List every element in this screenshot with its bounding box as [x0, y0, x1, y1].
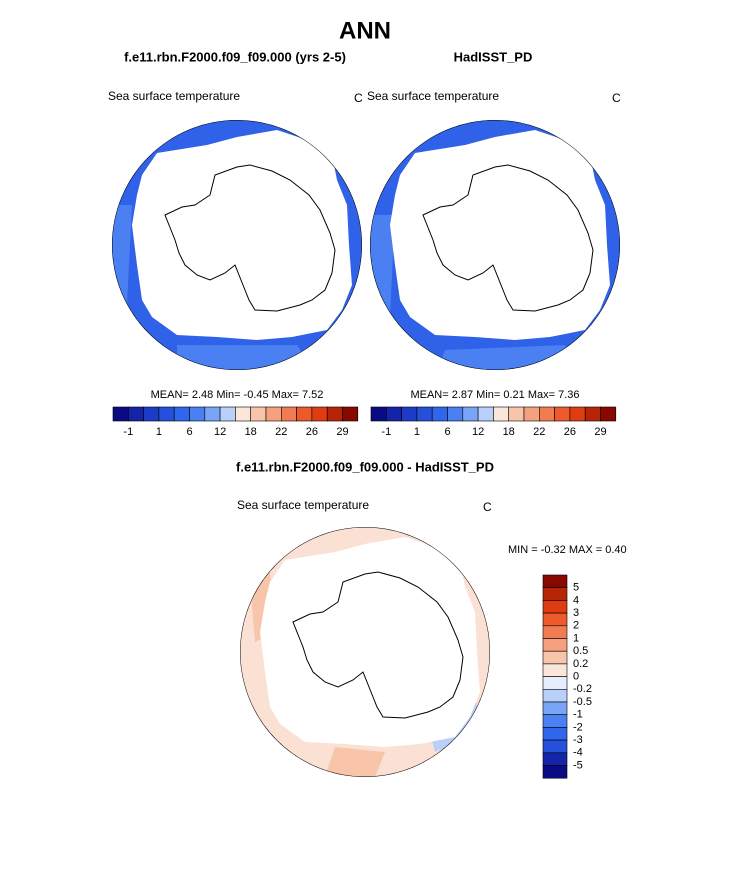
panel-header: HadISST_PD — [454, 49, 533, 64]
colorbar-box — [542, 612, 568, 627]
colorbar-box — [542, 752, 568, 766]
colorbar-box — [554, 406, 571, 422]
colorbar-label: 6 — [186, 426, 192, 438]
map — [240, 527, 490, 777]
stats: MEAN= 2.87 Min= 0.21 Max= 7.36 — [410, 389, 579, 401]
difference-header: f.e11.rbn.F2000.f09_f09.000 - HadISST_PD — [236, 459, 494, 474]
colorbar-label: 29 — [594, 426, 606, 438]
map — [112, 120, 362, 370]
colorbar-box — [204, 406, 221, 422]
colorbar-box — [431, 406, 448, 422]
colorbar-box — [311, 406, 328, 422]
stats: MEAN= 2.48 Min= -0.45 Max= 7.52 — [151, 389, 324, 401]
colorbar-label: 29 — [336, 426, 348, 438]
units: C — [354, 91, 363, 105]
colorbar-label: 22 — [533, 426, 545, 438]
colorbar-box — [462, 406, 479, 422]
colorbar-box — [416, 406, 433, 422]
colorbar-box — [265, 406, 282, 422]
colorbar-box — [235, 406, 252, 422]
colorbar-box — [542, 638, 568, 652]
colorbar-label: 0.5 — [573, 645, 588, 657]
colorbar-box — [584, 406, 601, 422]
colorbar-label: 1 — [156, 426, 162, 438]
colorbar-box — [542, 574, 568, 588]
colorbar-box — [219, 406, 236, 422]
map — [370, 120, 620, 370]
colorbar-label: -1 — [573, 709, 583, 721]
colorbar-label: 6 — [444, 426, 450, 438]
colorbar-box — [250, 406, 267, 422]
colorbar-label: -1 — [381, 426, 391, 438]
colorbar-box — [600, 406, 617, 422]
variable: Sea surface temperature — [367, 89, 499, 103]
stats: MIN = -0.32 MAX = 0.40 — [508, 544, 627, 556]
colorbar-box — [281, 406, 297, 422]
colorbar-label: 18 — [503, 426, 515, 438]
colorbar-box — [401, 406, 418, 422]
panel-header: f.e11.rbn.F2000.f09_f09.000 (yrs 2-5) — [124, 49, 346, 64]
colorbar-box — [370, 406, 387, 422]
colorbar-box — [296, 406, 313, 422]
variable: Sea surface temperature — [108, 89, 240, 103]
colorbar-box — [477, 406, 494, 422]
colorbar-box — [493, 406, 510, 422]
colorbar-label: -2 — [573, 721, 583, 733]
colorbar-box — [542, 689, 568, 703]
colorbar-box — [128, 406, 144, 422]
colorbar-box — [542, 765, 568, 779]
colorbar-box — [112, 406, 129, 422]
colorbar-box — [542, 739, 568, 754]
colorbar-box — [143, 406, 160, 422]
colorbar-label: 22 — [275, 426, 287, 438]
colorbar-box — [542, 663, 568, 677]
colorbar-label: -4 — [573, 747, 583, 759]
colorbar-box — [342, 406, 359, 422]
title: ANN — [339, 17, 391, 44]
colorbar-label: 26 — [306, 426, 318, 438]
colorbar-label: 12 — [472, 426, 484, 438]
colorbar-box — [542, 701, 568, 715]
colorbar-box — [542, 676, 568, 690]
colorbar-label: -0.5 — [573, 696, 592, 708]
colorbar-label: 1 — [573, 632, 579, 644]
colorbar-box — [189, 406, 206, 422]
colorbar-label: 3 — [573, 607, 579, 619]
colorbar-box — [326, 406, 343, 422]
colorbar-box — [542, 600, 568, 614]
colorbar-box — [542, 650, 568, 665]
colorbar-box — [542, 587, 568, 601]
colorbar-label: 4 — [573, 594, 579, 606]
colorbar-label: -5 — [573, 759, 583, 771]
colorbar-box — [542, 727, 568, 741]
colorbar-box — [158, 406, 175, 422]
colorbar-box — [523, 406, 540, 422]
colorbar-box — [569, 406, 586, 422]
colorbar-label: -1 — [123, 426, 133, 438]
colorbar-label: 5 — [573, 582, 579, 594]
colorbar-label: 2 — [573, 620, 579, 632]
colorbar-box — [447, 406, 464, 422]
colorbar-box — [542, 714, 568, 728]
colorbar-label: 12 — [214, 426, 226, 438]
colorbar: -1 1 6 12 18 22 26 29 — [370, 406, 617, 438]
units: C — [483, 500, 492, 514]
colorbar-label: 26 — [564, 426, 576, 438]
colorbar-box — [508, 406, 525, 422]
colorbar-label: -0.2 — [573, 683, 592, 695]
variable: Sea surface temperature — [237, 498, 369, 512]
colorbar-label: 1 — [414, 426, 420, 438]
colorbar-box — [386, 406, 402, 422]
colorbar-box — [173, 406, 190, 422]
colorbar-label: 0 — [573, 671, 579, 683]
units: C — [612, 91, 621, 105]
colorbar-label: 0.2 — [573, 658, 588, 670]
colorbar-label: -3 — [573, 734, 583, 746]
colorbar-label: 18 — [245, 426, 257, 438]
colorbar-box — [539, 406, 555, 422]
colorbar-box — [542, 625, 568, 639]
colorbar: -1 1 6 12 18 22 26 29 — [112, 406, 359, 438]
